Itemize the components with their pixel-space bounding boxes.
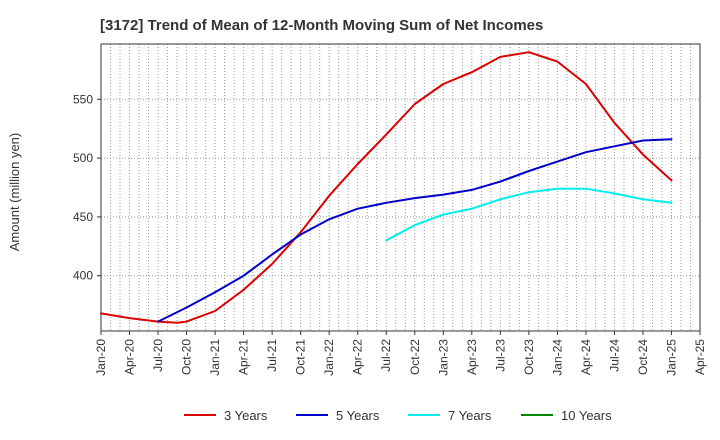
series-lines <box>100 51 673 324</box>
y-axis-label: Amount (million yen) <box>7 133 22 252</box>
x-tick-label: Jan-25 <box>664 339 678 376</box>
legend-label: 10 Years <box>561 408 612 423</box>
x-tick-label: Jan-20 <box>94 339 108 376</box>
x-tick-label: Jan-22 <box>322 339 336 376</box>
y-axis: 400 450 500 550 <box>73 92 101 283</box>
x-axis: Jan-20 Apr-20 Jul-20 Oct-20 Jan-21 Apr-21 Jul-… <box>94 331 707 376</box>
x-tick-label: Jul-22 <box>379 339 393 372</box>
x-tick-label: Apr-22 <box>351 339 365 375</box>
x-tick-label: Jan-24 <box>550 339 564 376</box>
y-tick-label: 450 <box>73 210 93 224</box>
legend: 3 Years 5 Years 7 Years 10 Years <box>184 408 612 423</box>
x-tick-label: Apr-24 <box>579 339 593 375</box>
chart-title: [3172] Trend of Mean of 12-Month Moving … <box>100 17 543 34</box>
x-tick-label: Apr-23 <box>465 339 479 375</box>
x-tick-label: Jul-23 <box>493 339 507 372</box>
grid <box>101 44 700 331</box>
legend-label: 3 Years <box>224 408 268 423</box>
series-line-3-years <box>100 51 673 324</box>
x-tick-label: Apr-20 <box>123 339 137 375</box>
x-tick-label: Oct-24 <box>636 339 650 375</box>
y-tick-label: 400 <box>73 269 93 283</box>
legend-label: 5 Years <box>336 408 380 423</box>
x-tick-label: Oct-23 <box>522 339 536 375</box>
legend-label: 7 Years <box>448 408 492 423</box>
x-tick-label: Oct-20 <box>180 339 194 375</box>
plot-area <box>100 43 701 332</box>
x-tick-label: Oct-21 <box>294 339 308 375</box>
series-line-7-years <box>385 187 673 242</box>
x-tick-label: Jul-24 <box>607 339 621 372</box>
x-tick-label: Apr-25 <box>693 339 707 375</box>
x-tick-label: Jul-21 <box>265 339 279 372</box>
y-tick-label: 550 <box>73 92 93 106</box>
x-tick-label: Jul-20 <box>151 339 165 372</box>
x-tick-label: Jan-21 <box>208 339 222 376</box>
y-tick-label: 500 <box>73 151 93 165</box>
x-tick-label: Apr-21 <box>237 339 251 375</box>
x-tick-label: Oct-22 <box>408 339 422 375</box>
x-tick-label: Jan-23 <box>436 339 450 376</box>
series-line-5-years <box>157 138 673 323</box>
